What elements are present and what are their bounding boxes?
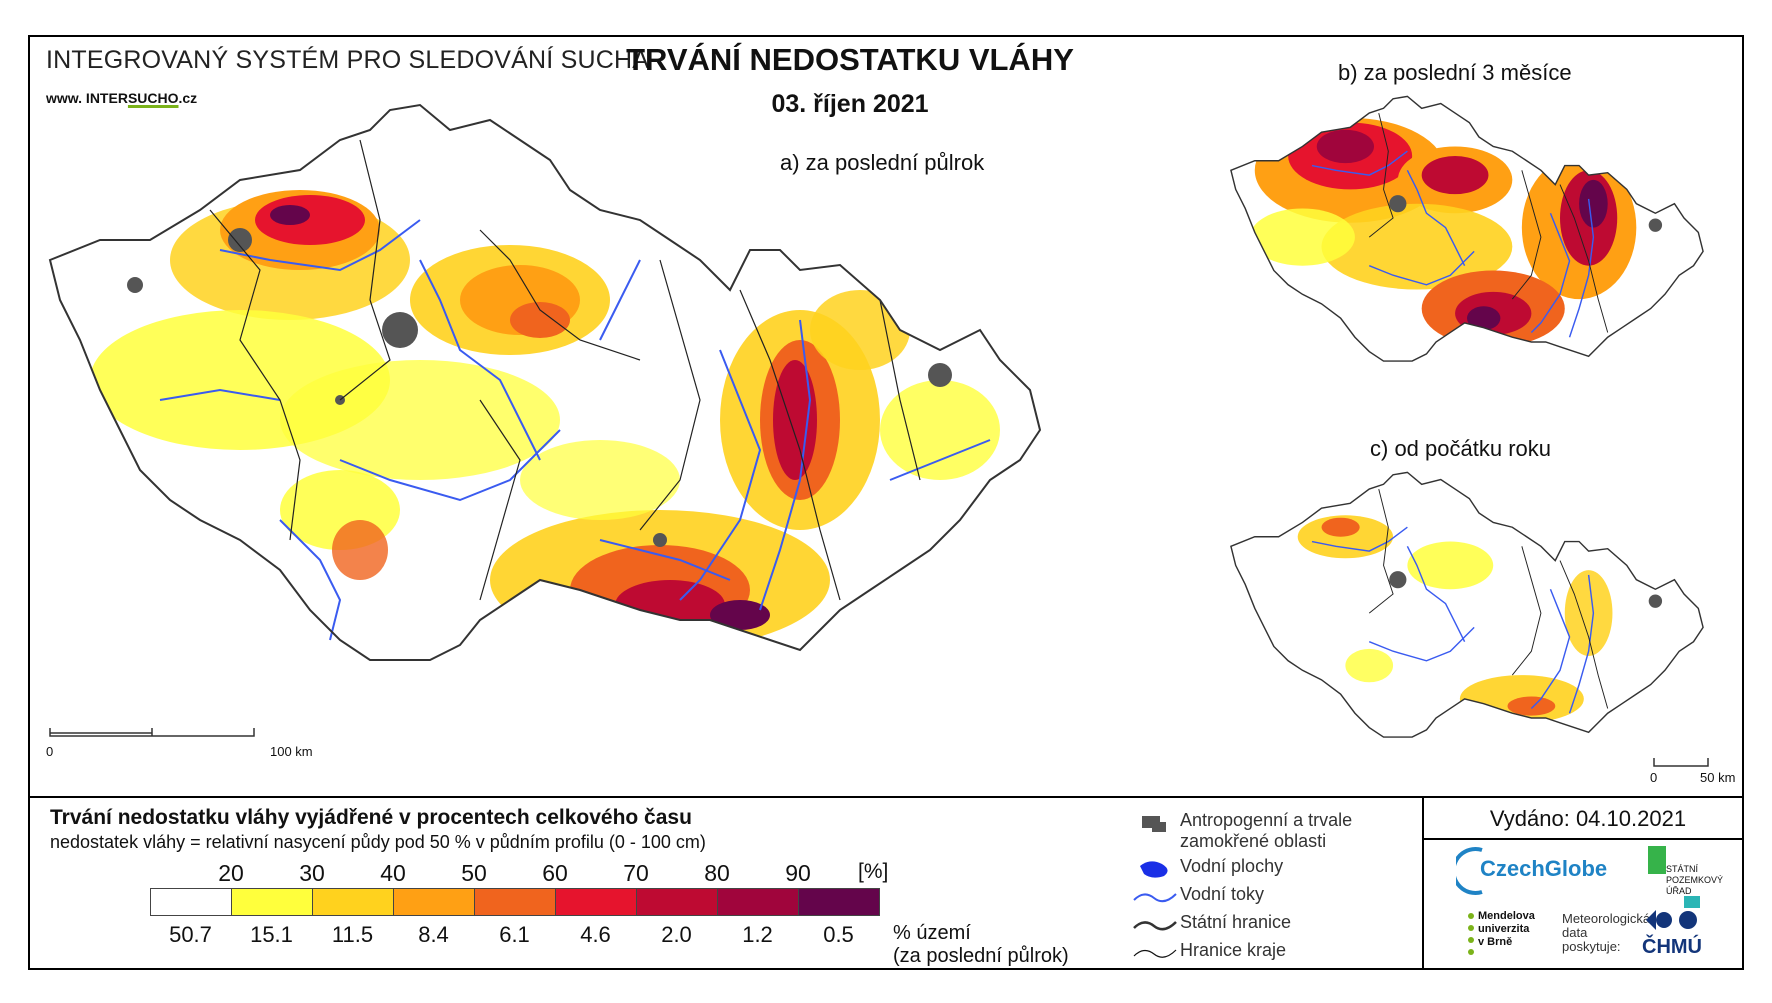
scale-bar-small	[1653, 758, 1709, 767]
map-b-three-months	[1230, 95, 1704, 362]
issued-date: Vydáno: 04.10.2021	[1489, 806, 1687, 831]
legend-subtitle: nedostatek vláhy = relativní nasycení pů…	[50, 832, 706, 852]
threshold-label: 20	[218, 860, 244, 886]
spu-accent	[1684, 896, 1700, 908]
scale-box-8	[798, 888, 880, 916]
unit-label: [%]	[858, 860, 889, 883]
scale-zero: 0	[46, 744, 54, 759]
symbol-key: Antropogenní a trvale zamokřené oblasti …	[1130, 810, 1410, 966]
key-rivers: Vodní toky	[1130, 884, 1410, 910]
issued-divider	[1422, 838, 1744, 840]
water-body-icon	[1140, 861, 1168, 878]
scale-small-zero: 0	[1650, 770, 1658, 785]
key-water-bodies: Vodní plochy	[1130, 856, 1410, 882]
scale-box-7	[717, 888, 799, 916]
mendelu-logo: Mendelova univerzita v Brně	[1478, 910, 1535, 948]
map-b-label: b) za poslední 3 měsíce	[1338, 60, 1572, 85]
anthropogenic-icon	[1142, 816, 1166, 832]
chmu-logo-icon	[1646, 910, 1697, 930]
area-value: 2.0	[661, 922, 692, 947]
key-anthropogenic: Antropogenní a trvale zamokřené oblasti	[1130, 810, 1410, 852]
scale-box-3	[393, 888, 475, 916]
scale-bar-main	[49, 728, 255, 737]
page-title: TRVÁNÍ NEDOSTATKU VLÁHY	[626, 42, 1074, 77]
area-label: % území (za poslední půlrok)	[893, 922, 1069, 967]
area-value: 0.5	[823, 922, 854, 947]
area-value: 50.7	[169, 922, 212, 947]
area-value: 4.6	[580, 922, 611, 947]
czechglobe-logo-icon	[1456, 847, 1483, 895]
area-value: 1.2	[742, 922, 773, 947]
spu-logo-icon	[1648, 846, 1666, 874]
map-date: 03. říjen 2021	[771, 90, 929, 118]
spu-logo: STÁTNÍ POZEMKOVÝ ÚŘAD	[1666, 864, 1724, 896]
area-value: 15.1	[250, 922, 293, 947]
map-c-label: c) od počátku roku	[1370, 436, 1551, 461]
legend-divider	[28, 796, 1744, 798]
mendelu-dots-icon	[1468, 913, 1474, 955]
scale-box-0	[150, 888, 232, 916]
key-region-border: Hranice kraje	[1130, 940, 1410, 966]
color-scale	[150, 888, 880, 916]
footer-divider	[1422, 796, 1424, 970]
scale-box-4	[474, 888, 556, 916]
area-value: 8.4	[418, 922, 449, 947]
threshold-label: 90	[785, 860, 811, 886]
legend-title: Trvání nedostatku vláhy vyjádřené v proc…	[50, 806, 692, 829]
chmu-logo: ČHMÚ	[1642, 936, 1702, 958]
scale-box-1	[231, 888, 313, 916]
threshold-label: 40	[380, 860, 406, 886]
scale-box-6	[636, 888, 718, 916]
czechglobe-logo: CzechGlobe	[1480, 856, 1608, 881]
river-icon	[1133, 893, 1177, 903]
website-url[interactable]: www. INTERSUCHO.cz	[46, 90, 198, 106]
state-border-icon	[1133, 921, 1177, 931]
key-state-border: Státní hranice	[1130, 912, 1410, 938]
map-a-label: a) za poslední půlrok	[780, 150, 985, 175]
scale-small-end: 50 km	[1700, 770, 1736, 785]
met-data-text: Meteorologická data poskytuje:	[1562, 911, 1651, 954]
scale-box-5	[555, 888, 637, 916]
threshold-label: 80	[704, 860, 730, 886]
area-value: 6.1	[499, 922, 530, 947]
map-c-year-to-date	[1230, 471, 1704, 738]
scale-box-2	[312, 888, 394, 916]
system-title: INTEGROVANÝ SYSTÉM PRO SLEDOVÁNÍ SUCHA	[46, 46, 650, 74]
threshold-label: 50	[461, 860, 487, 886]
scale-end: 100 km	[270, 744, 313, 759]
map-a-half-year	[48, 103, 1042, 661]
threshold-label: 30	[299, 860, 325, 886]
threshold-label: 60	[542, 860, 568, 886]
region-border-icon	[1133, 949, 1177, 958]
area-value: 11.5	[331, 922, 374, 947]
threshold-label: 70	[623, 860, 649, 886]
